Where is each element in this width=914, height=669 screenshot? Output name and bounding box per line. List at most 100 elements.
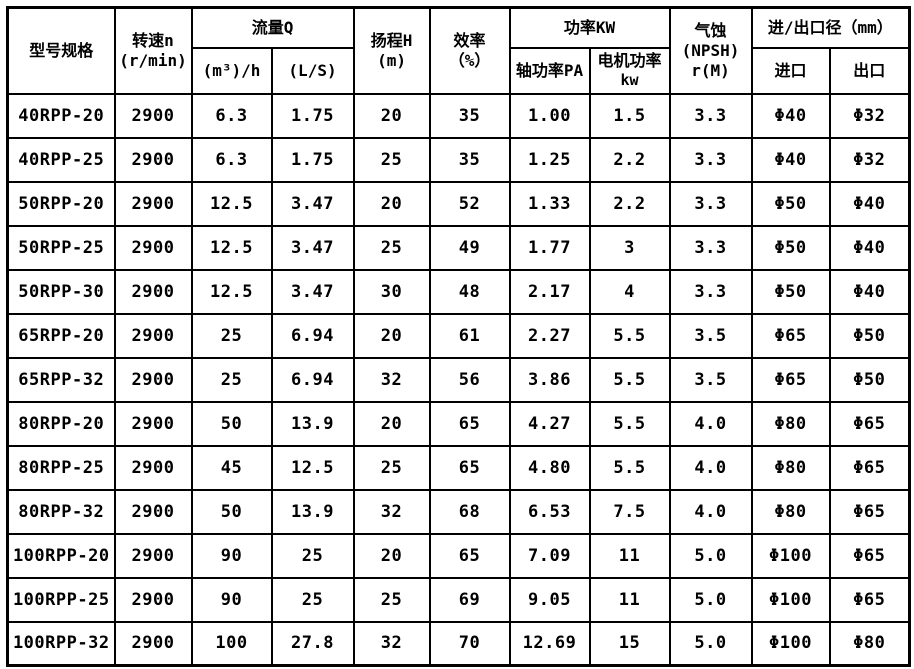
npsh-label-line2: (NPSH) [681,40,740,60]
model-cell: 40RPP-20 [6,92,116,139]
head-cell: 25 [352,136,431,183]
npsh-cell: 4.0 [668,488,753,535]
pump-spec-table: 型号规格 转速n (r/min) 流量Q 扬程H (m) 效率 （%） 功率KW… [6,6,912,667]
col-header-efficiency: 效率 （%） [428,6,511,95]
efficiency-cell: 65 [428,444,511,491]
table-row: 80RPP-32 2900 50 13.9 32 68 6.53 7.5 4.0 Φ80 Φ65 [6,488,911,535]
npsh-cell: 3.3 [668,268,753,315]
flow-ls-cell: 25 [270,532,355,579]
motor-power-cell: 5.5 [588,400,671,447]
efficiency-label-line1: 效率 [453,30,486,50]
flow-m3h-cell: 25 [190,356,273,403]
model-cell: 50RPP-20 [6,180,116,227]
outlet-diameter-cell: Φ65 [828,532,911,579]
motor-power-cell: 1.5 [588,92,671,139]
inlet-diameter-cell: Φ80 [750,444,831,491]
model-cell: 50RPP-25 [6,224,116,271]
speed-cell: 2900 [113,312,193,359]
shaft-power-cell: 7.09 [508,532,591,579]
col-header-flow-group: 流量Q [190,6,355,49]
model-cell: 50RPP-30 [6,268,116,315]
head-cell: 25 [352,444,431,491]
npsh-cell: 5.0 [668,576,753,623]
motor-power-cell: 3 [588,224,671,271]
motor-power-cell: 2.2 [588,180,671,227]
col-header-model: 型号规格 [6,6,116,95]
model-cell: 100RPP-32 [6,620,116,667]
table-row: 100RPP-32 2900 100 27.8 32 70 12.69 15 5.0 Φ100 Φ8… [6,620,911,667]
flow-ls-cell: 6.94 [270,312,355,359]
shaft-power-cell: 1.00 [508,92,591,139]
npsh-cell: 5.0 [668,532,753,579]
speed-label-line1: 转速n [132,30,174,50]
inlet-diameter-cell: Φ100 [750,620,831,667]
speed-cell: 2900 [113,180,193,227]
table-row: 40RPP-25 2900 6.3 1.75 25 35 1.25 2.2 3.3 Φ40 Φ32 [6,136,911,183]
outlet-diameter-cell: Φ50 [828,312,911,359]
col-header-power-group: 功率KW [508,6,671,49]
model-cell: 80RPP-25 [6,444,116,491]
col-header-npsh: 气蚀 (NPSH) r(M) [668,6,753,95]
shaft-power-cell: 9.05 [508,576,591,623]
flow-m3h-cell: 45 [190,444,273,491]
outlet-diameter-cell: Φ40 [828,180,911,227]
col-header-head: 扬程H (m) [352,6,431,95]
model-cell: 65RPP-32 [6,356,116,403]
flow-ls-cell: 13.9 [270,488,355,535]
flow-m3h-cell: 6.3 [190,136,273,183]
npsh-cell: 3.3 [668,180,753,227]
model-cell: 65RPP-20 [6,312,116,359]
head-cell: 20 [352,180,431,227]
shaft-power-cell: 1.25 [508,136,591,183]
speed-cell: 2900 [113,268,193,315]
head-cell: 32 [352,356,431,403]
speed-cell: 2900 [113,620,193,667]
flow-m3h-cell: 25 [190,312,273,359]
head-cell: 20 [352,92,431,139]
efficiency-cell: 68 [428,488,511,535]
motor-power-cell: 2.2 [588,136,671,183]
motor-power-cell: 5.5 [588,312,671,359]
head-cell: 20 [352,400,431,447]
head-cell: 30 [352,268,431,315]
speed-cell: 2900 [113,356,193,403]
shaft-power-cell: 12.69 [508,620,591,667]
inlet-diameter-cell: Φ40 [750,136,831,183]
motor-power-cell: 11 [588,576,671,623]
head-cell: 20 [352,532,431,579]
outlet-diameter-cell: Φ32 [828,92,911,139]
flow-ls-cell: 13.9 [270,400,355,447]
flow-ls-cell: 3.47 [270,268,355,315]
model-cell: 80RPP-20 [6,400,116,447]
table-header: 型号规格 转速n (r/min) 流量Q 扬程H (m) 效率 （%） 功率KW… [6,6,911,95]
shaft-power-cell: 6.53 [508,488,591,535]
col-header-flow-m3h: (m³)/h [190,46,273,95]
efficiency-cell: 52 [428,180,511,227]
npsh-cell: 4.0 [668,444,753,491]
npsh-cell: 4.0 [668,400,753,447]
table-row: 50RPP-20 2900 12.5 3.47 20 52 1.33 2.2 3.3 Φ50 Φ40 [6,180,911,227]
col-header-model-label: 型号规格 [29,40,94,60]
motor-power-cell: 15 [588,620,671,667]
flow-ls-cell: 3.47 [270,224,355,271]
efficiency-cell: 35 [428,92,511,139]
outlet-diameter-cell: Φ40 [828,268,911,315]
shaft-power-cell: 1.77 [508,224,591,271]
motor-power-label-line1: 电机功率 [597,51,662,71]
model-cell: 80RPP-32 [6,488,116,535]
shaft-power-cell: 2.17 [508,268,591,315]
flow-ls-cell: 3.47 [270,180,355,227]
inlet-diameter-cell: Φ65 [750,312,831,359]
table-body: 40RPP-20 2900 6.3 1.75 20 35 1.00 1.5 3.3 Φ40 Φ32 4… [6,92,911,667]
outlet-diameter-cell: Φ50 [828,356,911,403]
model-cell: 100RPP-25 [6,576,116,623]
head-cell: 20 [352,312,431,359]
flow-m3h-cell: 12.5 [190,180,273,227]
speed-cell: 2900 [113,532,193,579]
inlet-diameter-cell: Φ50 [750,224,831,271]
outlet-diameter-cell: Φ65 [828,444,911,491]
efficiency-cell: 61 [428,312,511,359]
table-row: 100RPP-25 2900 90 25 25 69 9.05 11 5.0 Φ100 Φ65 [6,576,911,623]
model-cell: 40RPP-25 [6,136,116,183]
flow-ls-cell: 1.75 [270,136,355,183]
